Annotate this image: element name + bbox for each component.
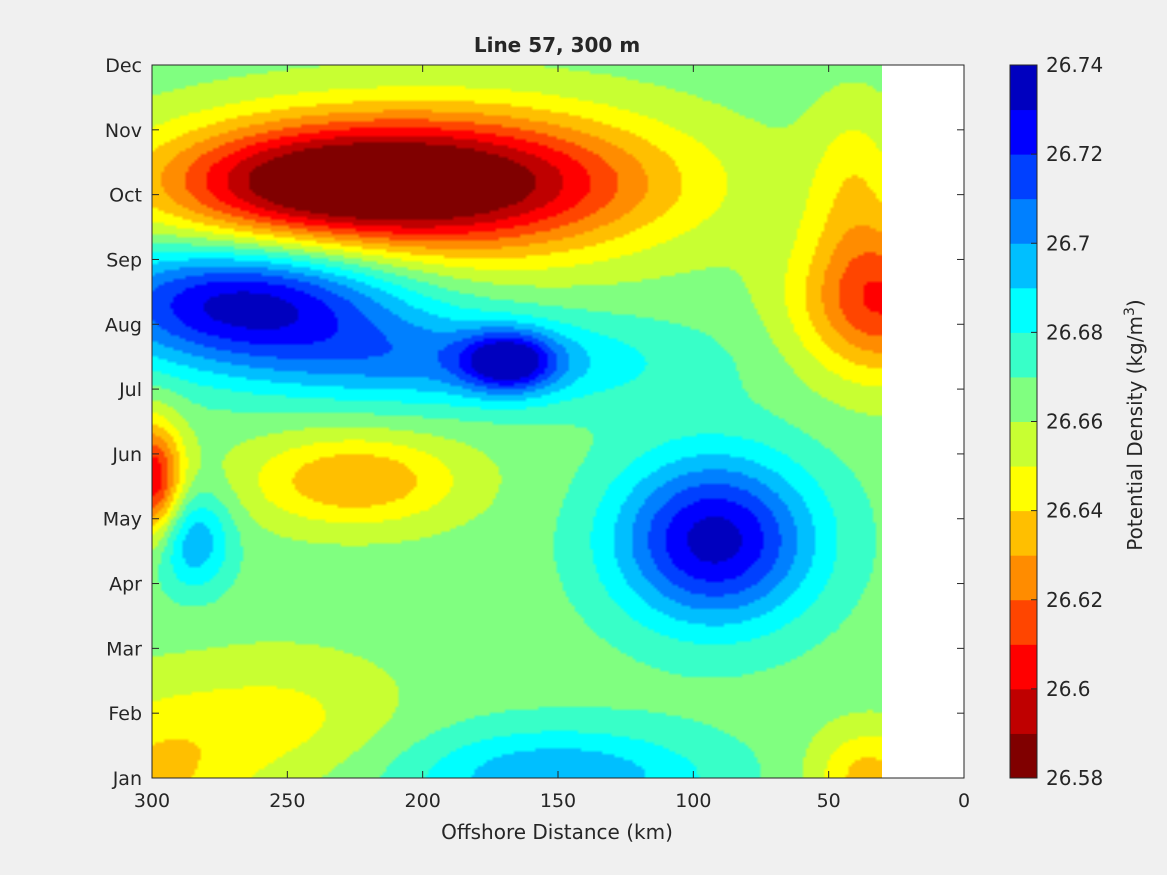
colorbar-swatch (1010, 65, 1037, 111)
y-tick-label: Apr (109, 574, 142, 596)
y-tick-label: Oct (109, 185, 142, 207)
colorbar-tick-label: 26.58 (1046, 766, 1103, 790)
y-tick-label: Nov (105, 120, 142, 142)
colorbar-swatch (1010, 421, 1037, 467)
colorbar-swatch (1010, 466, 1037, 512)
x-tick-labels: 300 250 200 150 100 50 0 (134, 790, 970, 812)
colorbar-tick-label: 26.72 (1046, 142, 1103, 166)
colorbar-swatch (1010, 599, 1037, 645)
y-tick-label: Jul (118, 379, 142, 401)
y-tick-label: Jun (111, 444, 142, 466)
x-tick-label: 150 (540, 790, 576, 812)
colorbar-swatch (1010, 287, 1037, 333)
colorbar-swatch (1010, 644, 1037, 690)
y-tick-label: Feb (108, 703, 142, 725)
x-tick-label: 300 (134, 790, 170, 812)
x-tick-label: 100 (675, 790, 711, 812)
y-tick-label: Mar (106, 638, 142, 660)
x-tick-label: 50 (817, 790, 841, 812)
colorbar-swatch (1010, 243, 1037, 289)
axis-ticks (151, 64, 965, 779)
x-tick-label: 250 (269, 790, 305, 812)
colorbar-swatch (1010, 109, 1037, 155)
x-tick-label: 0 (958, 790, 970, 812)
y-tick-label: May (103, 509, 142, 531)
colorbar-tick-label: 26.64 (1046, 499, 1103, 523)
colorbar-swatch (1010, 198, 1037, 244)
colorbar-tick-label: 26.62 (1046, 588, 1103, 612)
colorbar-swatch (1010, 555, 1037, 601)
colorbar-label: Potential Density (kg/m3) (1122, 299, 1147, 550)
colorbar-tick-label: 26.6 (1046, 677, 1091, 701)
x-tick-label: 200 (405, 790, 441, 812)
y-tick-label: Dec (105, 55, 142, 77)
colorbar-tick-labels: 26.58 26.6 26.62 26.64 26.66 26.68 26.7 26.72 26… (1046, 53, 1103, 790)
colorbar-tick-label: 26.68 (1046, 320, 1103, 344)
y-tick-label: Aug (105, 314, 142, 336)
colorbar-swatch (1010, 332, 1037, 378)
y-tick-label: Jan (112, 768, 142, 790)
colorbar-swatch (1010, 510, 1037, 556)
colorbar-swatch (1010, 688, 1037, 734)
x-axis-label: Offshore Distance (km) (441, 820, 673, 844)
colorbar (1010, 64, 1037, 779)
colorbar-frame (1009, 64, 1038, 779)
colorbar-tick-label: 26.7 (1046, 231, 1091, 255)
colorbar-swatch (1010, 733, 1037, 779)
y-tick-labels: Jan Feb Mar Apr May Jun Jul Aug Sep Oct Nov Dec (103, 55, 142, 790)
colorbar-tick-label: 26.66 (1046, 410, 1103, 434)
colorbar-swatch (1010, 154, 1037, 200)
colorbar-tick-label: 26.74 (1046, 53, 1103, 77)
y-tick-label: Sep (106, 249, 142, 271)
colorbar-swatch (1010, 376, 1037, 422)
chart-title: Line 57, 300 m (474, 33, 640, 57)
contour-fill (152, 65, 882, 778)
